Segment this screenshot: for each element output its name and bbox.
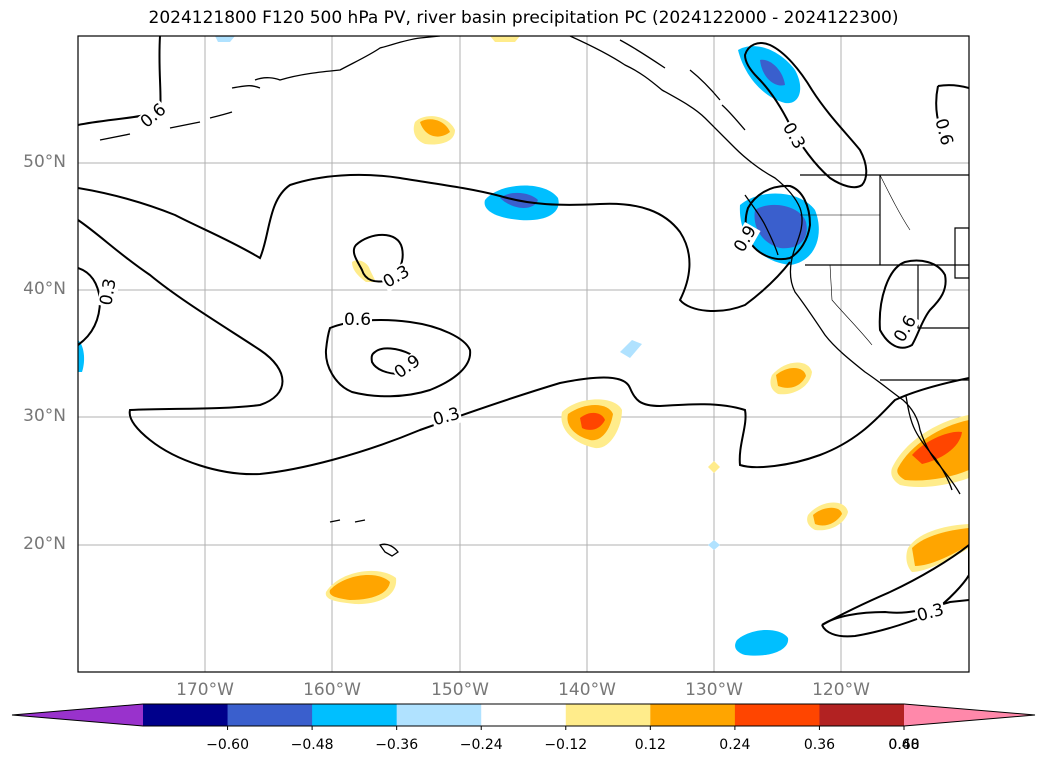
colorbar-segment — [227, 704, 313, 726]
contour-label: 0.6 — [343, 310, 373, 330]
colorbar-extend-high — [904, 704, 1035, 726]
latitude-label: 40°N — [23, 279, 66, 299]
colorbar-extend-low — [12, 704, 143, 726]
colorbar-tick-label: 0.24 — [719, 737, 751, 753]
precip-negative-shading — [78, 36, 819, 656]
colorbar-tick-label: 0.36 — [803, 737, 836, 753]
colorbar-tick-label: −0.48 — [290, 737, 334, 753]
colorbar-segment — [650, 704, 736, 726]
colorbar-tick-label: 0.60 — [888, 737, 920, 753]
contour-label: 0.3 — [96, 276, 121, 308]
colorbar — [11, 703, 1036, 730]
latitude-axis: 50°N 40°N 30°N 20°N — [0, 0, 72, 765]
colorbar-tick-label: −0.36 — [375, 737, 419, 753]
colorbar-segment — [312, 704, 398, 726]
map-plot-area — [78, 36, 969, 672]
latitude-label: 30°N — [23, 406, 66, 426]
country-borders — [800, 174, 969, 381]
coastlines — [99, 36, 961, 557]
map-title: 2024121800 F120 500 hPa PV, river basin … — [148, 8, 899, 28]
colorbar-segment — [143, 704, 229, 726]
latitude-label: 20°N — [23, 534, 66, 554]
latitude-label: 50°N — [23, 152, 66, 172]
colorbar-outline — [11, 703, 1036, 727]
colorbar-tick-label: −0.12 — [544, 737, 588, 753]
colorbar-tick-label: −0.24 — [459, 737, 503, 753]
colorbar-tick-label: 0.48 — [888, 737, 920, 753]
colorbar-segment — [565, 704, 651, 726]
gridlines — [78, 36, 969, 672]
colorbar-segment — [734, 704, 820, 726]
colorbar-segment — [481, 704, 567, 726]
colorbar-tick-label: 0.12 — [634, 737, 666, 753]
colorbar-tick-label: −0.60 — [206, 737, 249, 753]
precip-positive-shading — [325, 36, 969, 605]
pv-contours — [78, 36, 969, 638]
state-borders — [800, 174, 911, 346]
map-frame — [77, 35, 970, 673]
colorbar-segment — [819, 704, 905, 726]
colorbar-segment — [396, 704, 482, 726]
